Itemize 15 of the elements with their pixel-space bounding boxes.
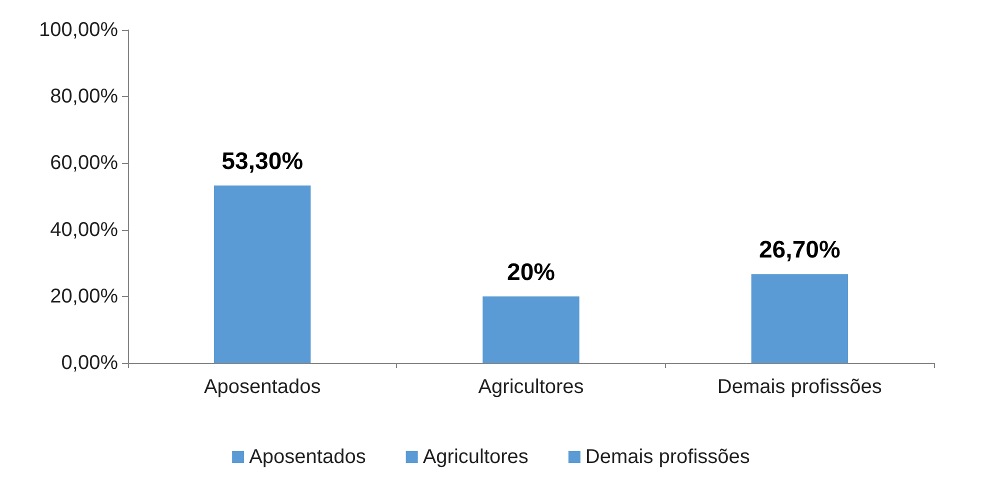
data-label: 20% [506,258,556,286]
data-label: 26,70% [758,236,840,264]
x-tick-label: Aposentados [204,376,321,398]
y-tick-label: 20,00% [50,285,118,308]
legend-label: Agricultores [422,446,528,468]
y-tick-label: 100,00% [39,19,118,41]
y-tick-label: 60,00% [50,152,118,174]
legend-label: Demais profissões [585,446,750,468]
data-label: 53,30% [222,148,304,176]
legend-label: Aposentados [249,446,366,468]
y-tick-label: 80,00% [50,86,118,108]
y-tick-label: 40,00% [50,218,118,241]
x-tick-label: Agricultores [478,376,584,398]
y-tick-label: 0,00% [61,352,118,374]
x-tick-label: Demais profissões [717,376,882,398]
